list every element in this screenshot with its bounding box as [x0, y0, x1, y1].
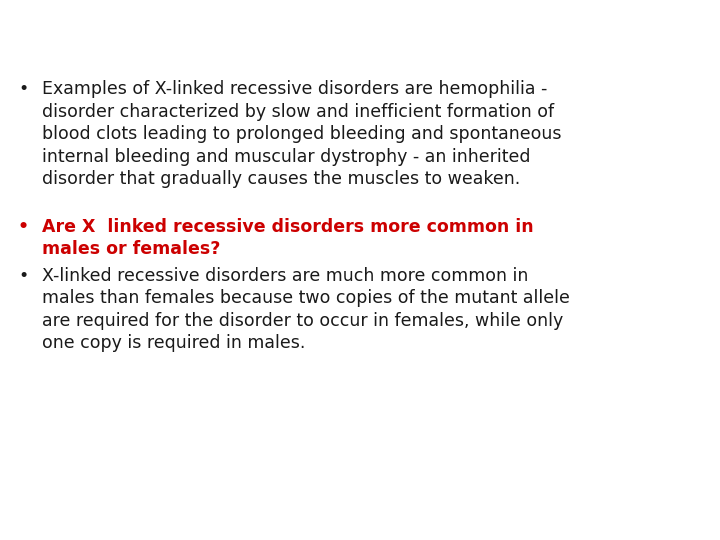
Text: •: •: [18, 218, 29, 235]
Text: 7.1 Chromosomes and Phenotype: 7.1 Chromosomes and Phenotype: [13, 19, 460, 43]
Text: •: •: [18, 267, 28, 285]
Text: are required for the disorder to occur in females, while only: are required for the disorder to occur i…: [42, 312, 563, 329]
Text: disorder characterized by slow and inefficient formation of: disorder characterized by slow and ineff…: [42, 103, 554, 120]
Text: blood clots leading to prolonged bleeding and spontaneous: blood clots leading to prolonged bleedin…: [42, 125, 562, 143]
Text: males than females because two copies of the mutant allele: males than females because two copies of…: [42, 289, 570, 307]
Text: males or females?: males or females?: [42, 240, 220, 258]
Text: Are X  linked recessive disorders more common in: Are X linked recessive disorders more co…: [42, 218, 534, 235]
Text: •: •: [18, 80, 28, 98]
Text: Examples of X-linked recessive disorders are hemophilia -: Examples of X-linked recessive disorders…: [42, 80, 547, 98]
Text: disorder that gradually causes the muscles to weaken.: disorder that gradually causes the muscl…: [42, 170, 521, 188]
Text: X-linked recessive disorders are much more common in: X-linked recessive disorders are much mo…: [42, 267, 528, 285]
Text: internal bleeding and muscular dystrophy - an inherited: internal bleeding and muscular dystrophy…: [42, 147, 531, 165]
Text: one copy is required in males.: one copy is required in males.: [42, 334, 305, 352]
